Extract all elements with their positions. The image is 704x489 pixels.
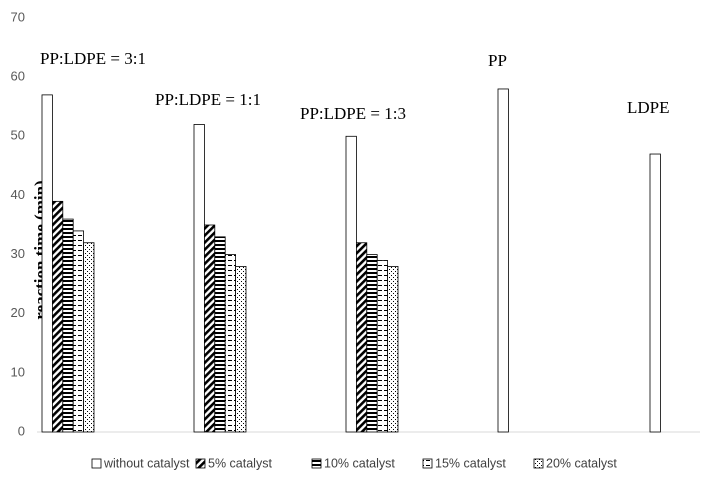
group-label: LDPE bbox=[627, 98, 670, 117]
y-tick-label: 0 bbox=[18, 423, 25, 438]
bar bbox=[193, 124, 205, 433]
y-tick-label: 40 bbox=[11, 187, 25, 202]
legend-label: 10% catalyst bbox=[324, 456, 395, 470]
bar bbox=[345, 135, 357, 433]
bar bbox=[62, 218, 74, 433]
legend-swatch bbox=[195, 458, 206, 469]
bar bbox=[72, 230, 84, 433]
legend-swatch bbox=[533, 458, 544, 469]
bar bbox=[376, 260, 389, 433]
y-tick-label: 20 bbox=[11, 305, 25, 320]
legend-swatch bbox=[91, 458, 102, 469]
group-label: PP:LDPE = 1:3 bbox=[300, 104, 406, 123]
bar bbox=[387, 265, 399, 433]
legend-label: 5% catalyst bbox=[208, 456, 272, 470]
bar bbox=[214, 236, 226, 433]
legend-label: 20% catalyst bbox=[546, 456, 617, 470]
y-tick-label: 30 bbox=[11, 246, 25, 261]
group-label: PP:LDPE = 1:1 bbox=[155, 90, 261, 109]
bar bbox=[41, 94, 53, 433]
legend-label: without catalyst bbox=[103, 456, 190, 470]
y-tick-label: 70 bbox=[11, 9, 25, 24]
bar bbox=[497, 88, 509, 433]
legend-swatch bbox=[422, 458, 433, 469]
bar bbox=[366, 254, 378, 433]
group-label: PP bbox=[488, 51, 507, 70]
bar bbox=[224, 254, 236, 433]
y-tick-label: 50 bbox=[11, 128, 25, 143]
legend-swatch bbox=[311, 458, 322, 469]
bar bbox=[203, 224, 216, 433]
y-tick-label: 10 bbox=[11, 364, 25, 379]
bar bbox=[649, 153, 661, 433]
y-tick-label: 60 bbox=[11, 69, 25, 84]
bar bbox=[83, 242, 95, 433]
group-label: PP:LDPE = 3:1 bbox=[40, 49, 146, 68]
bar bbox=[355, 242, 368, 433]
bar bbox=[52, 200, 64, 433]
bar bbox=[235, 265, 247, 433]
legend-label: 15% catalyst bbox=[435, 456, 506, 470]
